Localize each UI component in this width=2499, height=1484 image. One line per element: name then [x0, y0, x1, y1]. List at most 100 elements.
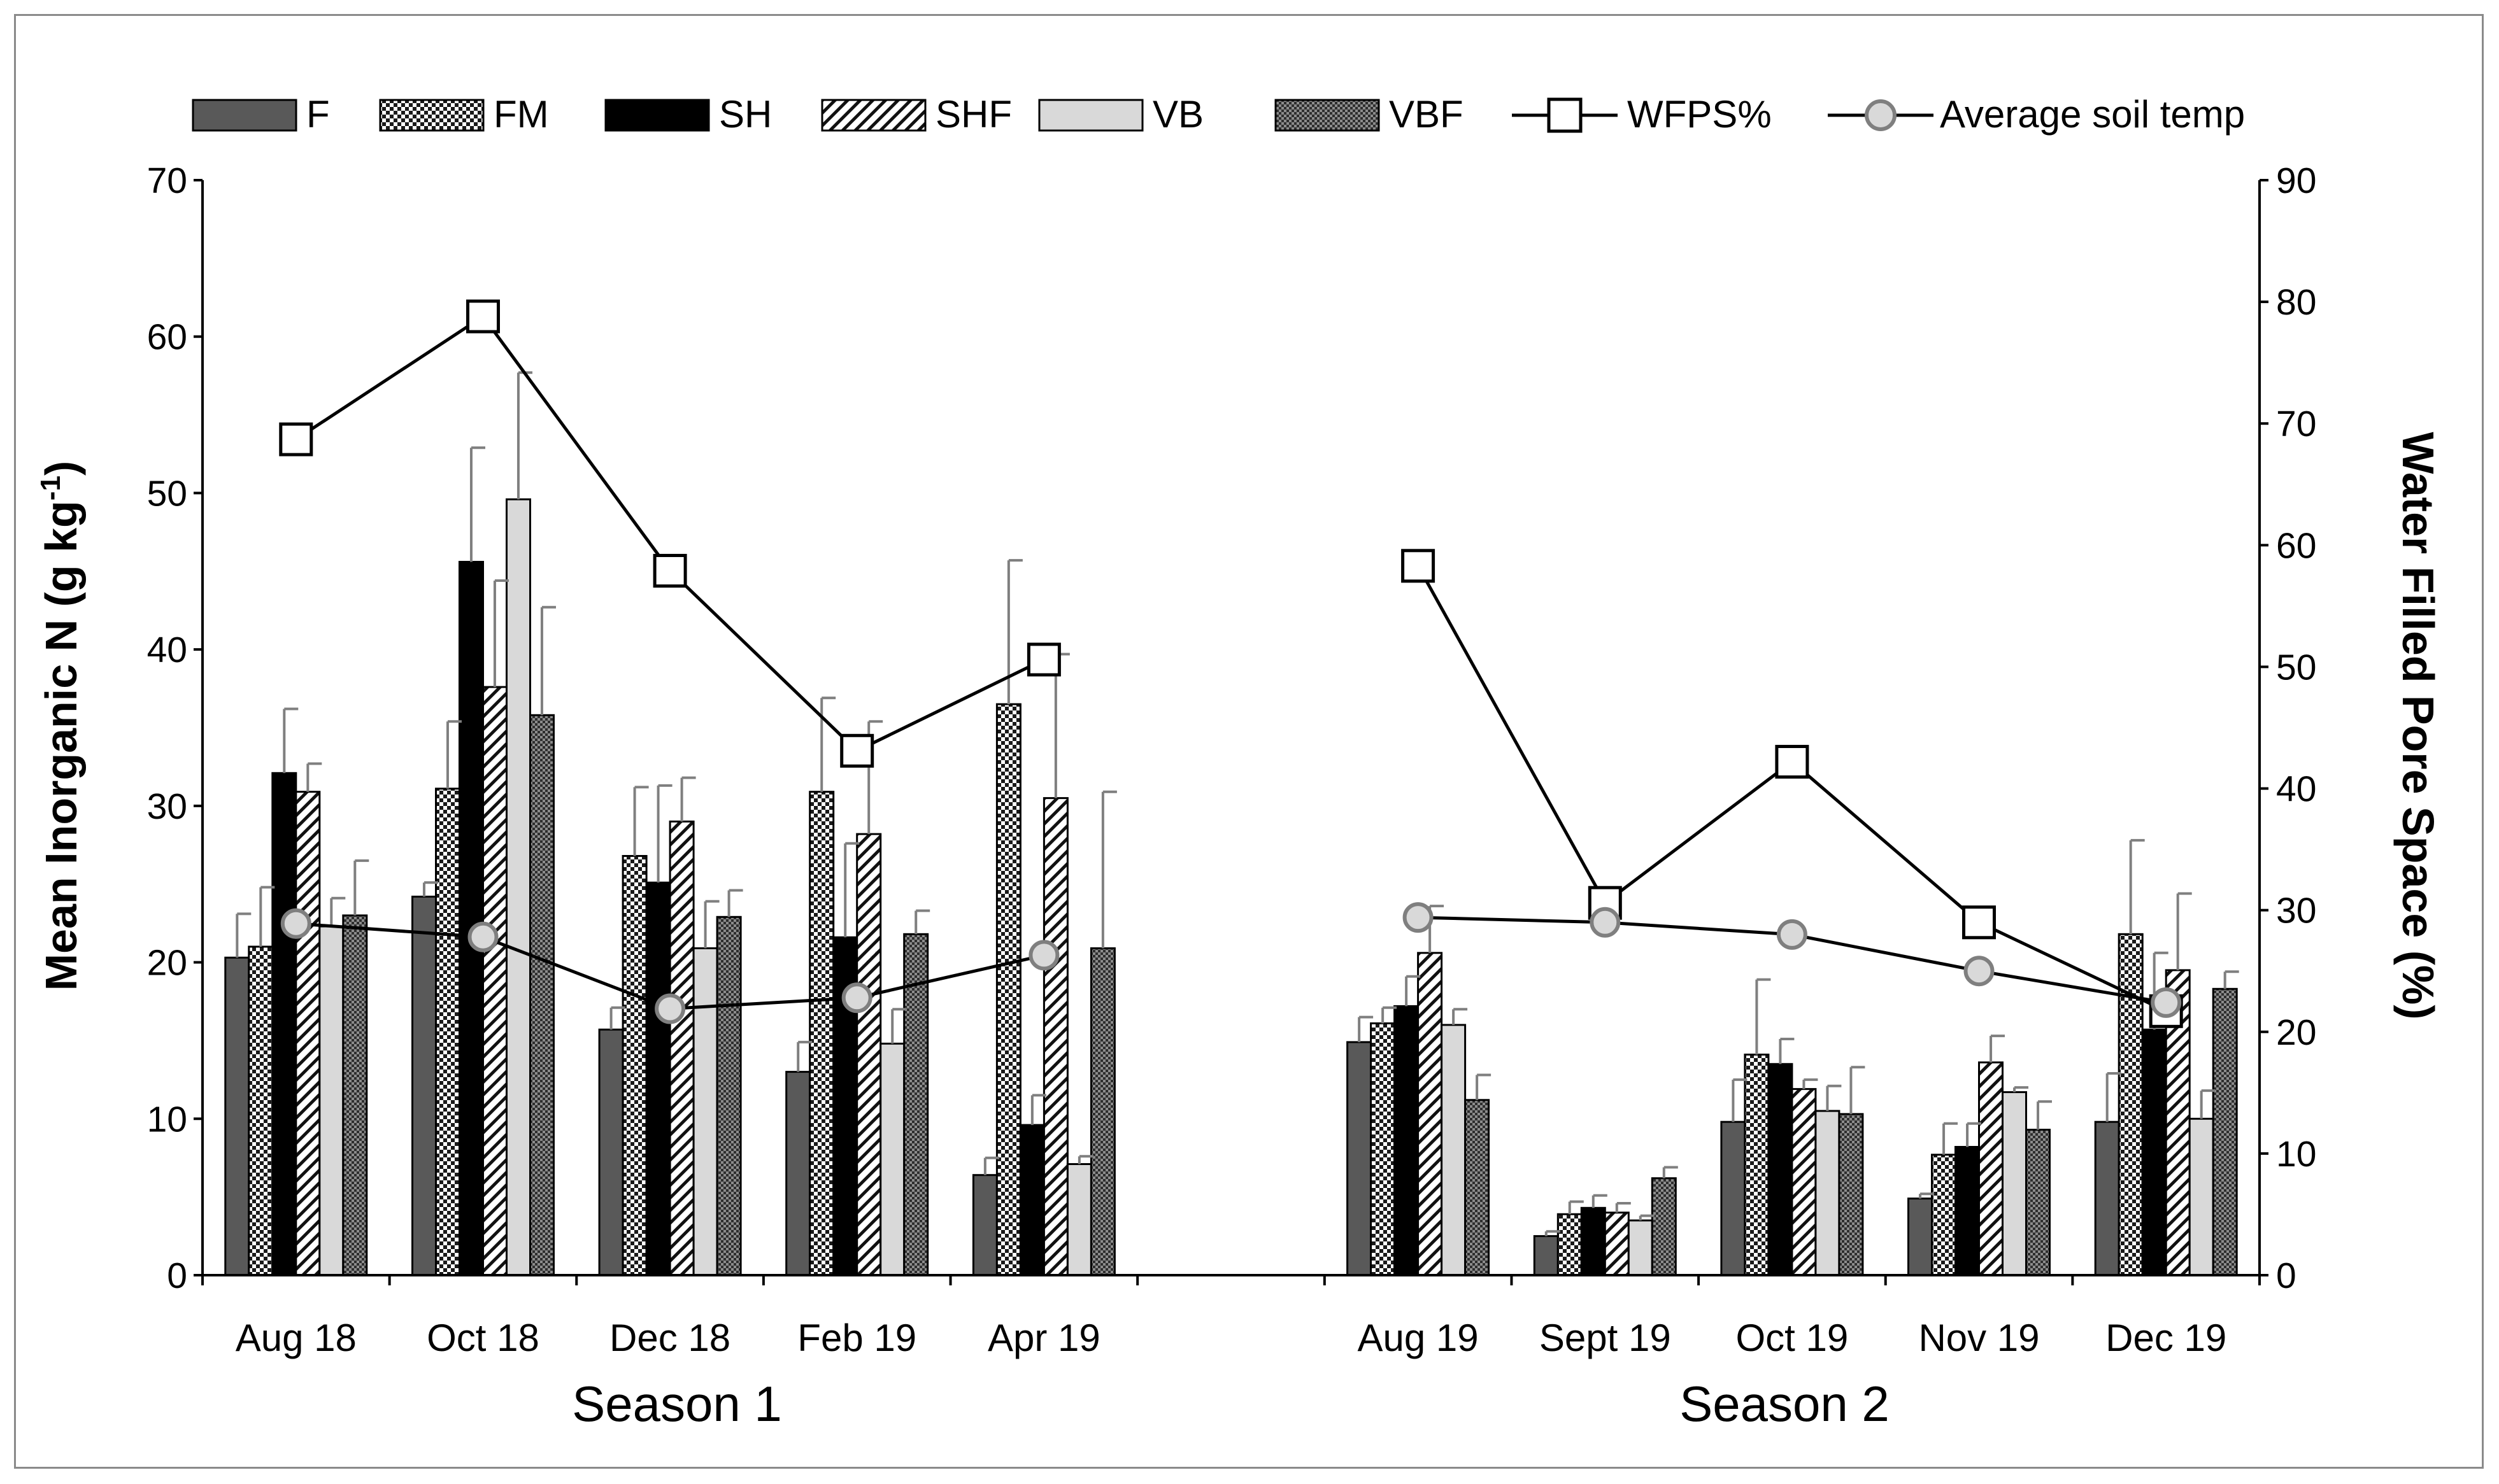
x-tick-label-apr-19: Apr 19 — [988, 1317, 1100, 1359]
legend-label-wfps: WFPS% — [1627, 93, 1772, 136]
marker-wfps-nov-19 — [1962, 905, 1996, 940]
line-wfps-season-1 — [295, 314, 1045, 753]
bar-fm-oct-18 — [435, 788, 460, 1276]
legend-label-shf: SHF — [936, 93, 1012, 136]
x-tick-label-sept-19: Sept 19 — [1539, 1317, 1671, 1359]
bar-fm-nov-19 — [1931, 1154, 1956, 1276]
legend-label-vbf: VBF — [1389, 93, 1463, 136]
bar-vbf-apr-19 — [1090, 947, 1116, 1276]
bar-f-dec-18 — [598, 1028, 624, 1276]
marker-wfps-apr-19 — [1027, 642, 1061, 677]
bar-vb-oct-18 — [506, 498, 531, 1276]
bar-fm-feb-19 — [809, 791, 835, 1276]
marker-soil-temp-aug-19 — [1402, 902, 1434, 933]
bar-f-dec-19 — [2094, 1120, 2120, 1276]
bar-f-feb-19 — [785, 1071, 811, 1276]
legend-item-f: F — [192, 93, 330, 136]
bar-vbf-dec-19 — [2212, 987, 2238, 1276]
bar-shf-nov-19 — [1978, 1061, 2004, 1276]
marker-soil-temp-aug-18 — [280, 908, 311, 939]
bar-sh-sept-19 — [1580, 1206, 1606, 1276]
bar-f-aug-18 — [224, 956, 250, 1276]
marker-soil-temp-apr-19 — [1029, 940, 1060, 971]
marker-soil-temp-feb-19 — [841, 982, 872, 1014]
bar-shf-feb-19 — [856, 833, 882, 1276]
axes-layer: 0 10 20 30 40 50 60 70 0 10 20 30 40 50 60 70 80 90 Aug 18… — [147, 160, 2317, 1359]
bar-shf-aug-19 — [1417, 952, 1443, 1276]
bar-shf-oct-19 — [1791, 1088, 1817, 1276]
y2-tick-label: 70 — [2276, 404, 2316, 444]
legend-label-f: F — [306, 93, 330, 136]
bar-vbf-oct-19 — [1838, 1113, 1864, 1276]
bars-layer — [224, 498, 2238, 1276]
y-tick-label: 0 — [167, 1255, 187, 1296]
y2-tick-label: 20 — [2276, 1012, 2316, 1053]
marker-soil-temp-nov-19 — [1963, 956, 1995, 987]
y-tick-label: 30 — [147, 786, 187, 827]
marker-soil-temp-dec-18 — [655, 993, 686, 1024]
marker-soil-temp-sept-19 — [1590, 907, 1621, 938]
bar-fm-oct-19 — [1744, 1054, 1770, 1276]
legend: F FM SH SHF VB VBF WFPS% — [192, 93, 2245, 136]
marker-soil-temp-dec-19 — [2151, 987, 2182, 1018]
bar-fm-apr-19 — [995, 703, 1022, 1276]
bar-vb-dec-18 — [692, 947, 718, 1276]
bar-fm-aug-18 — [248, 945, 274, 1276]
y2-tick-label: 60 — [2276, 525, 2316, 566]
bar-fm-dec-18 — [622, 855, 648, 1276]
bar-f-oct-19 — [1720, 1120, 1746, 1276]
y2-axis-title: Water Filled Pore Space (%) — [2393, 432, 2443, 1019]
bar-shf-sept-19 — [1604, 1212, 1630, 1276]
bar-vb-dec-19 — [2188, 1117, 2214, 1276]
bar-f-oct-18 — [411, 895, 437, 1276]
bar-vbf-dec-18 — [716, 915, 742, 1276]
bar-vb-aug-19 — [1441, 1024, 1467, 1276]
bar-vb-apr-19 — [1066, 1163, 1092, 1276]
bar-vbf-aug-19 — [1464, 1099, 1490, 1276]
legend-item-soil-temp: Average soil temp — [1828, 93, 2245, 136]
x-tick-label-oct-18: Oct 18 — [427, 1317, 539, 1359]
bar-sh-dec-18 — [645, 881, 671, 1276]
x-tick-label-dec-19: Dec 19 — [2105, 1317, 2226, 1359]
season-2-label: Season 2 — [1679, 1376, 1890, 1432]
bar-vb-sept-19 — [1627, 1219, 1653, 1276]
bar-fm-aug-19 — [1370, 1022, 1396, 1276]
marker-wfps-dec-18 — [653, 554, 687, 588]
y-tick-label: 70 — [147, 160, 187, 201]
bar-sh-dec-19 — [2141, 1028, 2167, 1276]
season-1-label: Season 1 — [572, 1376, 782, 1432]
y-tick-label: 50 — [147, 473, 187, 514]
y2-tick-label: 80 — [2276, 282, 2316, 323]
x-tick-label-oct-19: Oct 19 — [1736, 1317, 1849, 1359]
bar-sh-aug-18 — [271, 772, 297, 1276]
bar-shf-dec-18 — [669, 820, 695, 1276]
bar-f-apr-19 — [972, 1174, 998, 1276]
legend-item-shf: SHF — [821, 93, 1012, 136]
bar-sh-nov-19 — [1954, 1146, 1980, 1276]
y2-tick-label: 90 — [2276, 160, 2316, 201]
bar-vbf-aug-18 — [342, 914, 368, 1276]
bar-sh-oct-18 — [459, 561, 484, 1276]
x-tick-label-aug-19: Aug 19 — [1358, 1317, 1479, 1359]
y2-tick-label: 0 — [2276, 1255, 2296, 1296]
legend-item-wfps: WFPS% — [1512, 93, 1772, 136]
marker-wfps-oct-19 — [1775, 745, 1809, 779]
bar-sh-oct-19 — [1767, 1063, 1793, 1276]
legend-item-vbf: VBF — [1274, 93, 1463, 136]
legend-label-sh: SH — [719, 93, 772, 136]
bar-vbf-sept-19 — [1651, 1177, 1677, 1276]
lines-layer — [279, 299, 2183, 1028]
bar-vbf-nov-19 — [2025, 1129, 2051, 1276]
legend-label-soil-temp: Average soil temp — [1940, 93, 2245, 136]
bar-f-nov-19 — [1907, 1198, 1933, 1276]
bar-f-sept-19 — [1533, 1235, 1559, 1276]
y-tick-label: 20 — [147, 943, 187, 984]
y2-tick-label: 30 — [2276, 891, 2316, 931]
y2-tick-label: 50 — [2276, 647, 2316, 688]
bar-sh-aug-19 — [1393, 1005, 1420, 1276]
legend-circle-marker — [1865, 99, 1897, 131]
bar-vb-feb-19 — [879, 1042, 906, 1276]
x-tick-label-aug-18: Aug 18 — [236, 1317, 357, 1359]
legend-item-fm: FM — [379, 93, 549, 136]
y-tick-label: 40 — [147, 630, 187, 670]
